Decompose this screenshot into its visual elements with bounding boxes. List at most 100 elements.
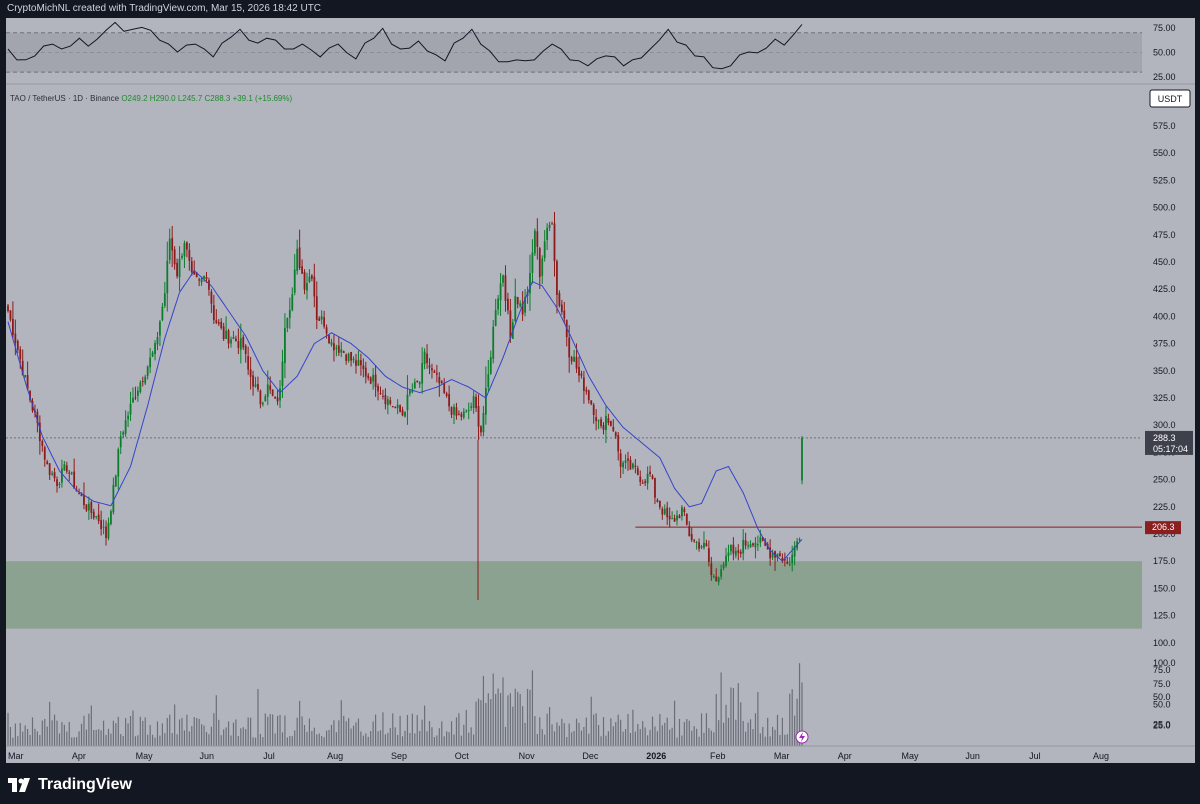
candle-body <box>627 458 629 461</box>
candle-body <box>107 522 110 539</box>
candle-body <box>693 540 696 542</box>
volume-bar <box>306 731 308 746</box>
candle-body <box>235 338 237 342</box>
candle-body <box>514 296 517 322</box>
lightning-alert-glyph <box>799 732 805 742</box>
volume-bar <box>46 726 48 746</box>
candle-body <box>335 347 338 349</box>
candle-body <box>100 520 103 530</box>
volume-bar <box>720 672 722 746</box>
volume-bar <box>120 734 122 746</box>
price-tick-label: 550.0 <box>1153 148 1176 158</box>
volume-bar <box>745 731 747 746</box>
candle-body <box>48 463 51 475</box>
volume-tick-label: 75.0 <box>1153 679 1171 689</box>
volume-bar <box>433 736 436 746</box>
volume-bar <box>313 727 315 746</box>
volume-bar <box>88 713 90 746</box>
volume-bar <box>294 730 296 746</box>
volume-bar <box>178 719 181 746</box>
volume-bar <box>102 720 105 746</box>
chart-frame[interactable] <box>6 18 1195 763</box>
time-tick-label: Feb <box>710 751 726 761</box>
symbol-name: TAO / TetherUS · 1D · Binance <box>10 94 120 103</box>
volume-bar <box>382 712 384 746</box>
candle-body <box>333 343 335 351</box>
volume-bar <box>431 727 433 746</box>
candle-body <box>705 543 708 547</box>
candle-body <box>168 238 171 261</box>
candle-body <box>159 321 161 336</box>
candle-body <box>117 449 120 477</box>
candle-body <box>122 432 125 435</box>
candle-body <box>404 412 406 417</box>
candle-body <box>536 231 539 247</box>
volume-bar <box>125 718 127 746</box>
volume-bar <box>387 732 389 746</box>
rsi-tick-label: 25.00 <box>1153 72 1176 82</box>
time-tick-label: Apr <box>72 751 86 761</box>
candle-body <box>663 508 666 515</box>
candle-body <box>372 374 375 382</box>
volume-bar <box>269 714 271 746</box>
volume-bar <box>107 728 110 746</box>
candle-body <box>703 542 705 548</box>
volume-bar <box>617 714 619 746</box>
candle-body <box>739 551 742 554</box>
candle-body <box>661 508 664 515</box>
volume-bar <box>274 733 276 746</box>
candle-body <box>440 381 443 383</box>
volume-bar <box>465 710 467 746</box>
candle-body <box>259 390 262 405</box>
volume-bar <box>661 725 663 746</box>
volume-bar <box>311 730 313 746</box>
volume-bar <box>441 721 443 746</box>
candle-body <box>252 375 254 387</box>
candle-body <box>73 471 76 489</box>
candle-body <box>139 382 142 392</box>
candle-body <box>695 541 698 543</box>
volume-bar <box>122 736 124 746</box>
volume-bar <box>460 735 462 746</box>
volume-bar <box>321 736 323 746</box>
volume-bar <box>715 694 717 746</box>
candle-body <box>14 333 17 343</box>
candle-body <box>80 493 83 497</box>
ohlc-high: H290.0 <box>149 94 176 103</box>
candle-body <box>602 425 605 430</box>
price-tick-label: 25.0 <box>1153 719 1171 729</box>
candle-body <box>480 426 482 433</box>
volume-bar <box>58 733 61 746</box>
volume-bar <box>754 713 757 746</box>
price-tick-label: 100.0 <box>1153 638 1176 648</box>
candle-body <box>239 338 242 350</box>
candle-body <box>570 357 573 362</box>
candle-body <box>232 337 235 339</box>
candle-body <box>303 271 306 290</box>
volume-bar <box>585 717 587 746</box>
volume-bar <box>455 717 458 746</box>
volume-bar <box>637 723 639 746</box>
volume-bar <box>85 729 88 746</box>
candle-body <box>95 515 98 517</box>
volume-bar <box>397 734 399 746</box>
volume-bar <box>374 714 377 746</box>
volume-bar <box>558 725 560 746</box>
candle-body <box>134 397 137 399</box>
candle-body <box>607 418 610 424</box>
time-tick-label: May <box>902 751 920 761</box>
volume-bar <box>593 714 595 746</box>
candle-body <box>752 543 754 546</box>
volume-bar <box>186 714 188 746</box>
candle-body <box>761 537 764 541</box>
candle-body <box>445 393 448 396</box>
currency-badge[interactable] <box>1149 89 1191 108</box>
candle-body <box>487 374 490 388</box>
volume-bar <box>590 696 592 746</box>
candle-body <box>208 280 210 290</box>
volume-bar <box>463 724 465 746</box>
candle-body <box>230 339 232 344</box>
tradingview-brand[interactable]: TradingView <box>8 776 132 794</box>
volume-bar <box>700 713 703 746</box>
